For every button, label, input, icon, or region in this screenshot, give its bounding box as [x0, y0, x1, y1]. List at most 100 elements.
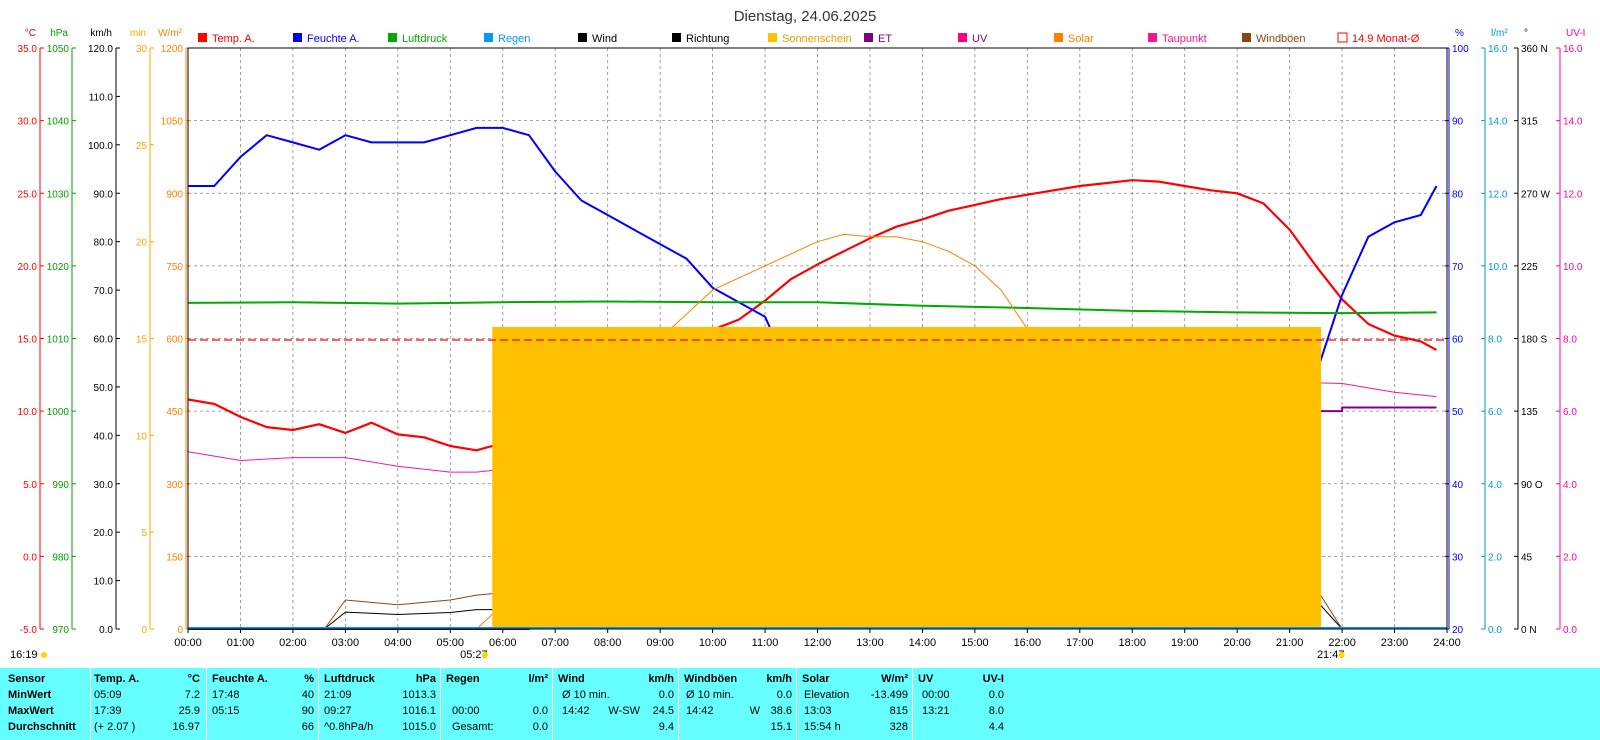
right-tick-label: 6.0	[1488, 407, 1502, 418]
legend-label-regen: Regen	[498, 33, 530, 45]
left-tick-label: 15	[136, 335, 148, 346]
right-axis-unit-3: UV-I	[1566, 28, 1585, 39]
row-minwert-temp-value: 7.2	[184, 689, 200, 701]
time-now-icon	[41, 652, 47, 658]
header-wind: Wind	[558, 673, 585, 685]
header-uv-unit: UV-I	[982, 673, 1004, 685]
row-maxwert-boe-time: 14:42	[686, 705, 714, 717]
right-tick-label: 30	[1452, 552, 1464, 563]
right-tick-label: 8.0	[1488, 335, 1502, 346]
legend-swatch-feuchte-a	[293, 33, 302, 42]
legend-swatch-wind	[578, 33, 587, 42]
left-tick-label: 80.0	[94, 238, 114, 249]
row-durchschnitt-luft-time: ^0.8hPa/h	[324, 721, 374, 733]
left-tick-label: 0	[141, 625, 147, 636]
right-tick-label: 90	[1452, 117, 1464, 128]
row-maxwert-temp-value: 25.9	[178, 705, 200, 717]
left-tick-label: 10.0	[94, 577, 114, 588]
legend-label-et: ET	[878, 33, 892, 45]
series-temp-a-line	[187, 179, 1438, 452]
right-tick-label: 225	[1521, 262, 1538, 273]
left-tick-label: 20	[136, 238, 148, 249]
sunrise-icon	[481, 652, 488, 658]
x-tick-label: 01:00	[227, 637, 255, 649]
row-minwert-uv-value: 0.0	[988, 689, 1004, 701]
row-maxwert-luft-time: 09:27	[324, 705, 352, 717]
row-minwert-feuchte-value: 40	[301, 689, 314, 701]
right-tick-label: 180 S	[1521, 335, 1547, 346]
x-tick-label: 20:00	[1223, 637, 1251, 649]
left-tick-label: 70.0	[94, 286, 114, 297]
row-maxwert-wind-dir: W-SW	[608, 705, 640, 717]
x-tick-label: 08:00	[594, 637, 622, 649]
plot-area	[187, 126, 1447, 630]
left-tick-label: 10.0	[18, 407, 38, 418]
row-minwert-wind-value: 0.0	[658, 689, 674, 701]
sunrise-label: 05:27	[460, 649, 488, 660]
legend-label-feuchte-a: Feuchte A.	[307, 33, 360, 45]
right-axis-unit-2: °	[1524, 28, 1528, 39]
row-maxwert-boe-value: 38.6	[770, 705, 792, 717]
series-sonnenschein-area	[492, 326, 1322, 629]
left-tick-label: 1030	[47, 189, 70, 200]
row-durchschnitt-uv-value: 4.4	[988, 721, 1004, 733]
table-col-sep	[440, 668, 441, 740]
row-minwert-solar-value: -13.499	[870, 689, 908, 701]
left-tick-label: 300	[166, 480, 183, 491]
row-maxwert-regen-time: 00:00	[452, 705, 480, 717]
left-tick-label: 40.0	[94, 431, 114, 442]
row-maxwert-wind-value: 24.5	[652, 705, 674, 717]
left-axis-unit-1: hPa	[50, 28, 68, 39]
left-tick-label: 120.0	[88, 44, 113, 55]
row-minwert-luft-time: 21:09	[324, 689, 352, 701]
row-durchschnitt-boe-value: 15.1	[770, 721, 792, 733]
left-tick-label: 5	[141, 528, 147, 539]
x-tick-label: 07:00	[541, 637, 569, 649]
left-tick-label: 1200	[161, 44, 184, 55]
row-minwert-label: MinWert	[8, 689, 52, 701]
header-windboeen: Windböen	[684, 673, 738, 685]
header-windboeen-unit: km/h	[766, 673, 792, 685]
right-tick-label: 2.0	[1488, 552, 1502, 563]
right-tick-label: 135	[1521, 407, 1538, 418]
legend-swatch-et	[864, 33, 873, 42]
row-durchschnitt-luft-value: 1015.0	[402, 721, 436, 733]
legend-label-wind: Wind	[592, 33, 617, 45]
right-tick-label: 4.0	[1563, 480, 1577, 491]
left-tick-label: 25	[136, 141, 148, 152]
weather-chart: Dienstag, 24.06.2025 Temp. A. Feuchte A. L…	[10, 8, 1585, 660]
left-tick-label: 1020	[47, 262, 70, 273]
row-durchschnitt-solar-value: 328	[889, 721, 908, 733]
legend-swatch-14-9-monat	[1337, 32, 1348, 43]
left-tick-label: 100.0	[88, 141, 113, 152]
row-durchschnitt-regen-time: Gesamt:	[452, 721, 494, 733]
header-temp: Temp. A.	[94, 673, 140, 685]
x-tick-label: 11:00	[752, 637, 779, 649]
legend-swatch-luftdruck	[388, 33, 397, 42]
left-tick-label: 750	[166, 262, 183, 273]
row-minwert-feuchte-time: 17:48	[212, 689, 240, 701]
row-maxwert-label: MaxWert	[8, 705, 54, 717]
right-tick-label: 12.0	[1488, 189, 1508, 200]
legend-label-temp-a: Temp. A.	[212, 33, 255, 45]
x-tick-label: 16:00	[1014, 637, 1042, 649]
x-tick-label: 18:00	[1118, 637, 1146, 649]
row-durchschnitt-wind-value: 9.4	[658, 721, 674, 733]
x-tick-label: 00:00	[174, 637, 202, 649]
left-tick-label: 600	[166, 335, 183, 346]
left-axis-unit-3: min	[130, 28, 146, 39]
left-tick-label: 0.0	[99, 625, 113, 636]
right-tick-label: 270 W	[1521, 189, 1550, 200]
left-axis-unit-4: W/m²	[158, 28, 183, 39]
legend-label-windb-en: Windböen	[1256, 33, 1306, 45]
left-tick-label: 980	[52, 552, 69, 563]
left-tick-label: 30	[136, 44, 148, 55]
table-col-sep	[552, 668, 553, 740]
stats-table: Sensor Temp. A. °C Feuchte A.% Luftdruck hPa R…	[0, 668, 1600, 740]
sunset-icon	[1338, 652, 1345, 658]
left-tick-label: 1050	[161, 117, 184, 128]
x-tick-label: 02:00	[279, 637, 307, 649]
plot-frame	[187, 47, 1448, 630]
row-minwert-temp-time: 05:09	[94, 689, 122, 701]
left-tick-label: 20.0	[94, 528, 114, 539]
